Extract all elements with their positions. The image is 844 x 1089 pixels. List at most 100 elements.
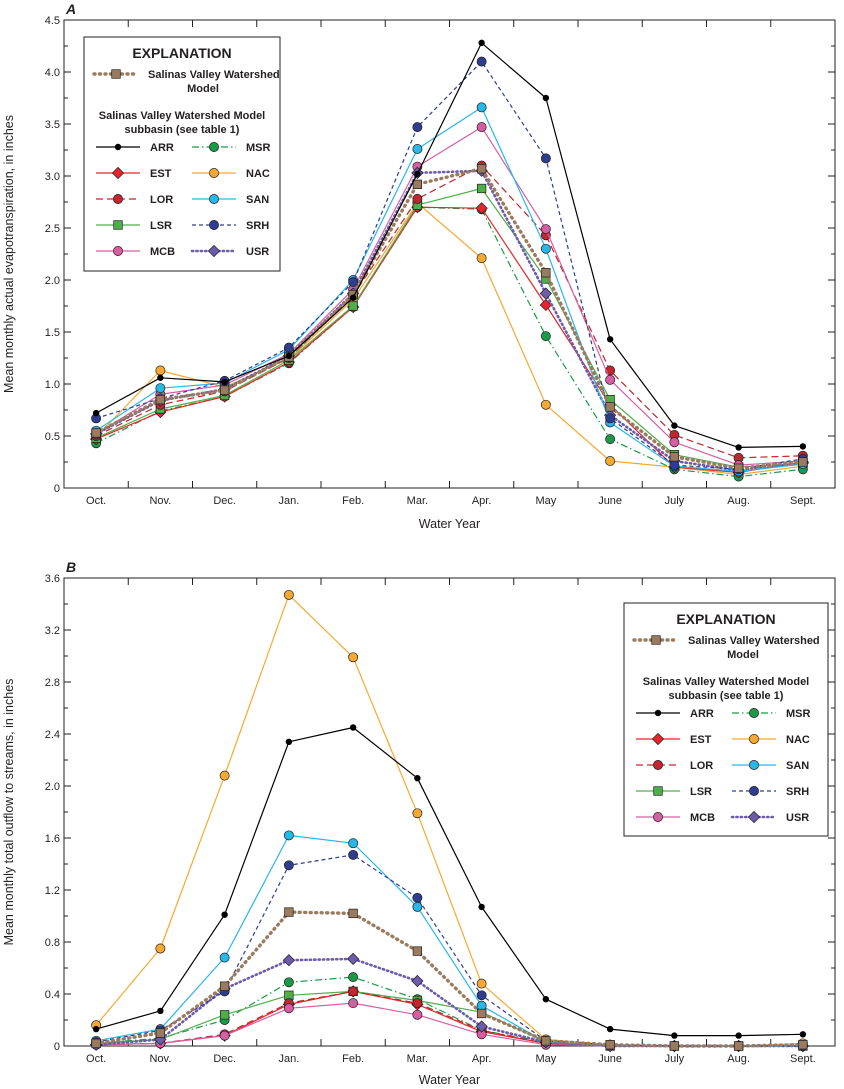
legend-label: Salinas Valley Watershed bbox=[148, 69, 280, 81]
legend-label: MCB bbox=[150, 246, 175, 258]
legend-label: LSR bbox=[690, 786, 712, 798]
y-tick-label: 3.2 bbox=[45, 625, 60, 637]
data-point-nac bbox=[155, 365, 166, 376]
data-point-lor bbox=[412, 998, 423, 1009]
data-point-nac bbox=[476, 978, 487, 989]
data-point-srh bbox=[669, 460, 680, 471]
data-point-arr bbox=[221, 911, 228, 918]
data-point-nac bbox=[155, 943, 166, 954]
legend-swatch-marker bbox=[209, 168, 219, 178]
y-tick-label: 4.5 bbox=[45, 15, 60, 27]
x-tick-label: Jan. bbox=[278, 495, 299, 507]
legend-swatch-marker bbox=[113, 220, 123, 230]
panel-letter: A bbox=[65, 1, 76, 17]
x-tick-label: Aug. bbox=[727, 1053, 750, 1065]
legend-subhead: Salinas Valley Watershed Model bbox=[643, 676, 810, 688]
data-point-msr bbox=[605, 434, 616, 445]
data-point-srh bbox=[348, 277, 359, 288]
legend-label: MCB bbox=[690, 812, 715, 824]
data-point-srh bbox=[283, 342, 294, 353]
x-tick-label: Nov. bbox=[149, 1053, 171, 1065]
data-point-svwm bbox=[476, 1008, 487, 1019]
data-point-usr bbox=[475, 1020, 488, 1033]
data-point-san bbox=[283, 830, 294, 841]
legend-swatch-marker bbox=[653, 786, 663, 796]
data-point-svwm bbox=[733, 463, 744, 473]
legend-subhead: subbasin (see table 1) bbox=[669, 690, 784, 702]
x-tick-label: Dec. bbox=[213, 495, 236, 507]
legend-swatch-marker bbox=[114, 143, 122, 151]
y-tick-label: 0.8 bbox=[45, 937, 60, 949]
legend-label: MSR bbox=[786, 708, 811, 720]
data-point-msr bbox=[348, 972, 359, 983]
legend: EXPLANATION Salinas Valley Watershed Model… bbox=[623, 602, 829, 837]
legend-title: EXPLANATION bbox=[132, 45, 231, 61]
data-point-arr bbox=[285, 352, 293, 360]
data-point-nac bbox=[348, 652, 359, 663]
y-tick-label: 0 bbox=[54, 483, 60, 495]
legend-swatch-marker bbox=[654, 709, 662, 717]
data-point-usr bbox=[411, 974, 424, 988]
data-point-usr bbox=[539, 287, 552, 300]
x-tick-label: Feb. bbox=[342, 495, 364, 507]
data-point-est bbox=[539, 298, 552, 312]
legend-swatch-marker bbox=[651, 732, 665, 746]
legend-label: LSR bbox=[150, 220, 172, 232]
legend-label: SAN bbox=[246, 194, 269, 206]
data-point-svwm bbox=[541, 1036, 551, 1046]
data-point-svwm bbox=[669, 1041, 680, 1051]
data-point-msr bbox=[540, 331, 551, 342]
y-tick-label: 3.5 bbox=[45, 119, 60, 131]
x-tick-label: Dec. bbox=[213, 1053, 236, 1065]
x-tick-label: Apr. bbox=[472, 1053, 492, 1065]
data-point-srh bbox=[476, 56, 487, 67]
x-tick-label: Jan. bbox=[278, 1053, 299, 1065]
data-point-svwm bbox=[541, 268, 551, 278]
data-point-nac bbox=[476, 253, 487, 264]
y-tick-label: 1.6 bbox=[45, 833, 60, 845]
y-axis-title: Mean monthly actual evapotranspiration, … bbox=[2, 115, 16, 393]
legend-label: Model bbox=[727, 649, 759, 661]
x-tick-label: Mar. bbox=[407, 495, 428, 507]
data-point-lsr bbox=[476, 183, 487, 194]
data-point-san bbox=[412, 901, 423, 912]
legend-label: Model bbox=[187, 83, 219, 95]
legend-swatch-marker bbox=[653, 760, 663, 770]
data-point-mcb bbox=[283, 1003, 294, 1014]
y-tick-label: 1.0 bbox=[45, 379, 60, 391]
y-tick-label: 2.5 bbox=[45, 223, 60, 235]
data-point-svwm bbox=[476, 164, 487, 174]
data-point-svwm bbox=[219, 981, 230, 991]
legend-label: SRH bbox=[786, 786, 809, 798]
series-arr bbox=[92, 39, 807, 451]
data-point-svwm bbox=[284, 907, 294, 917]
data-point-arr bbox=[414, 775, 421, 782]
data-point-lor bbox=[412, 193, 423, 204]
legend-swatch-marker bbox=[749, 786, 759, 796]
legend-subhead: Salinas Valley Watershed Model bbox=[99, 110, 266, 122]
data-point-srh bbox=[283, 860, 294, 871]
legend-label: SAN bbox=[786, 760, 809, 772]
data-point-lsr bbox=[348, 301, 358, 311]
data-point-usr bbox=[282, 954, 295, 967]
legend-label: LOR bbox=[690, 760, 713, 772]
series-line-svwm bbox=[94, 166, 805, 470]
data-point-nac bbox=[412, 808, 423, 819]
legend-label: EST bbox=[690, 734, 712, 746]
legend: EXPLANATION Salinas Valley Watershed Model… bbox=[83, 36, 281, 272]
y-tick-label: 3.0 bbox=[45, 171, 60, 183]
data-point-arr bbox=[478, 39, 485, 47]
x-tick-label: Oct. bbox=[86, 495, 106, 507]
data-point-mcb bbox=[669, 437, 680, 448]
legend-swatch-marker bbox=[209, 142, 219, 152]
data-point-svwm bbox=[798, 1040, 808, 1050]
data-point-san bbox=[348, 838, 359, 849]
data-point-arr bbox=[349, 294, 357, 301]
legend-label: NAC bbox=[786, 734, 810, 746]
data-point-arr bbox=[542, 996, 550, 1003]
data-point-svwm bbox=[348, 908, 358, 919]
data-point-arr bbox=[606, 1025, 614, 1033]
series-line-arr bbox=[95, 42, 803, 448]
x-tick-label: May bbox=[535, 1053, 556, 1065]
legend-label: EST bbox=[150, 168, 172, 180]
